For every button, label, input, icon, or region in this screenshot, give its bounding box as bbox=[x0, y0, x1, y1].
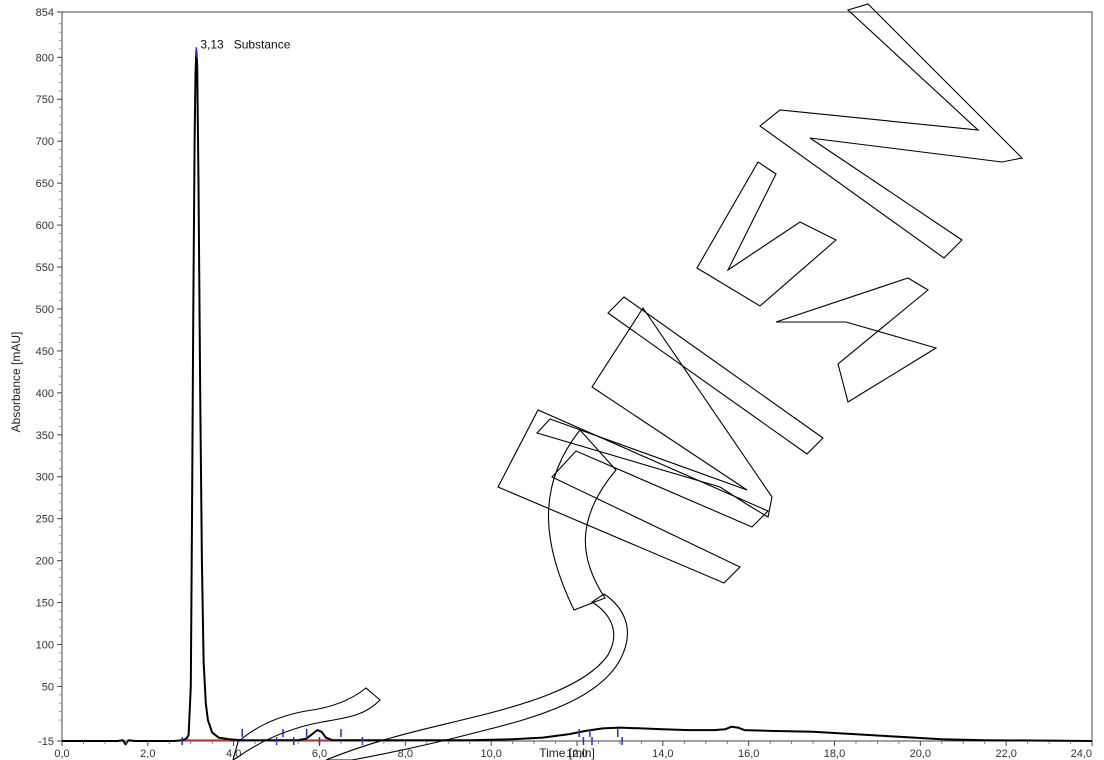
x-tick-label-1: 2,0 bbox=[140, 748, 155, 760]
y-tick-label-17: 854 bbox=[36, 7, 54, 19]
watermark-letter-s bbox=[232, 687, 381, 760]
y-tick-label-2: 100 bbox=[36, 640, 54, 652]
watermark-letter-p bbox=[325, 593, 628, 760]
y-axis-label: Absorbance [mAU] bbox=[9, 332, 23, 433]
x-tick-label-8: 16,0 bbox=[738, 748, 759, 760]
peak-annotation-time: 3,13 bbox=[200, 38, 224, 52]
series-line-0 bbox=[62, 49, 1093, 746]
y-tick-label-8: 400 bbox=[36, 388, 54, 400]
watermark-letter-n bbox=[759, 3, 1024, 259]
y-tick-label-3: 150 bbox=[36, 598, 54, 610]
watermark-letter-e2 bbox=[696, 161, 837, 307]
annotation-group: 3,13 Substance bbox=[200, 38, 290, 52]
x-tick-label-6: 12,0 bbox=[566, 748, 587, 760]
y-tick-label-7: 350 bbox=[36, 430, 54, 442]
x-tick-label-12: 24,0 bbox=[1071, 748, 1092, 760]
watermark-letter-e bbox=[497, 409, 769, 584]
y-tick-label-5: 250 bbox=[36, 514, 54, 526]
y-tick-label-10: 500 bbox=[36, 304, 54, 316]
y-tick-label-1: 50 bbox=[42, 681, 54, 693]
watermark-letter-i bbox=[607, 296, 824, 455]
watermark-letter-e3 bbox=[775, 277, 938, 403]
y-tick-label-16: 800 bbox=[36, 52, 54, 64]
x-tick-label-3: 6,0 bbox=[312, 748, 327, 760]
y-tick-label-0: -15 bbox=[38, 736, 54, 748]
x-tick-label-7: 14,0 bbox=[652, 748, 673, 760]
peak-annotation-name: Substance bbox=[234, 38, 291, 52]
x-tick-label-10: 20,0 bbox=[910, 748, 931, 760]
x-axis-ticks: 0,0 2,0 4,0 6,0 8,0 10,0 12,0 14,0 16,0 18,0 20,0 2… bbox=[54, 741, 1093, 760]
y-tick-label-6: 300 bbox=[36, 472, 54, 484]
y-axis-ticks: -15 50 100 150 200 250 300 350 400 450 500 550 600 65… bbox=[36, 7, 62, 748]
x-tick-label-0: 0,0 bbox=[54, 748, 69, 760]
y-tick-label-15: 750 bbox=[36, 94, 54, 106]
x-axis-label: Time [min] bbox=[539, 746, 595, 760]
x-tick-label-11: 22,0 bbox=[995, 748, 1016, 760]
y-tick-label-9: 450 bbox=[36, 346, 54, 358]
series-group bbox=[62, 49, 1093, 746]
y-tick-label-14: 700 bbox=[36, 136, 54, 148]
x-tick-label-4: 8,0 bbox=[398, 748, 413, 760]
x-tick-label-9: 18,0 bbox=[824, 748, 845, 760]
specimen-watermark bbox=[232, 3, 1024, 760]
watermark-letter-m bbox=[535, 307, 773, 518]
y-tick-label-12: 600 bbox=[36, 220, 54, 232]
x-tick-label-5: 10,0 bbox=[480, 748, 501, 760]
y-tick-label-4: 200 bbox=[36, 556, 54, 568]
y-tick-label-11: 550 bbox=[36, 262, 54, 274]
y-tick-label-13: 650 bbox=[36, 178, 54, 190]
peak-annotation-0: 3,13 Substance bbox=[200, 38, 290, 52]
